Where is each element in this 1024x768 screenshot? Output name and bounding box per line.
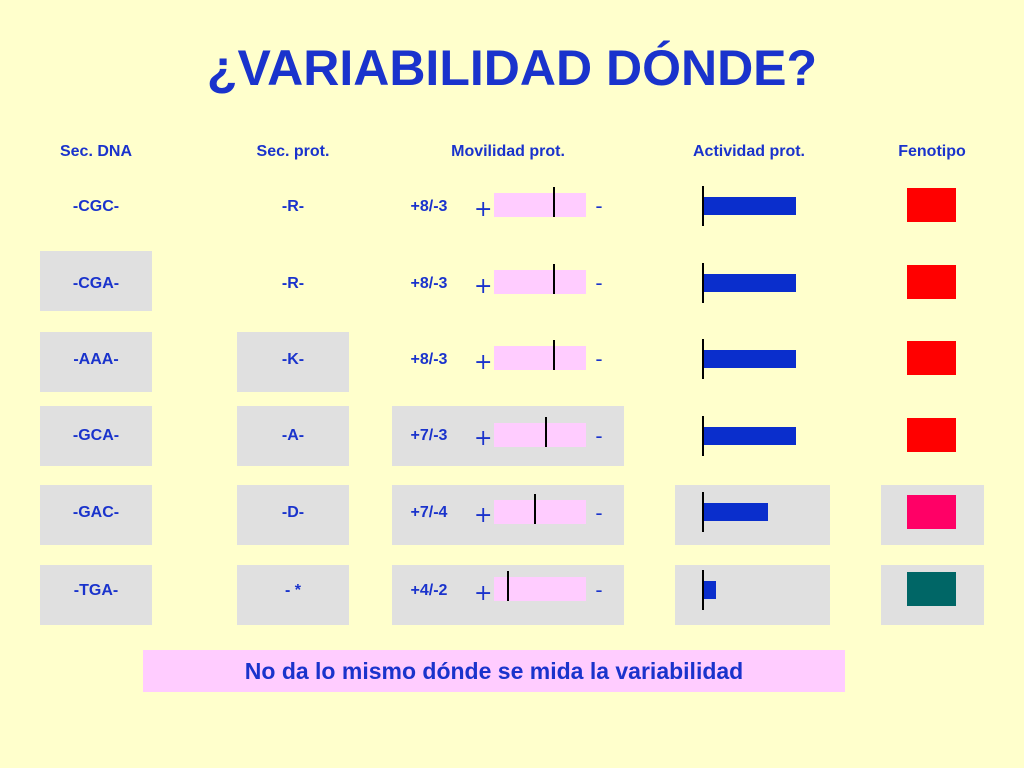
activity-bar [704, 274, 796, 292]
gel-minus-pole: - [595, 194, 603, 218]
highlight-prot-row-5 [237, 485, 349, 545]
activity-bar [704, 197, 796, 215]
mobility-value: +4/-2 [410, 582, 448, 599]
gel-plus-pole: + [474, 197, 493, 222]
activity-axis [702, 570, 704, 610]
gel-plus-pole: + [474, 350, 493, 375]
conclusion-banner: No da lo mismo dónde se mida la variabil… [143, 650, 845, 692]
activity-bar [704, 581, 716, 599]
gel-plus-pole: + [474, 274, 493, 299]
protein-sequence-cell: - * [285, 582, 301, 599]
protein-sequence-cell: -D- [281, 504, 305, 521]
gel-band [553, 187, 555, 217]
activity-bar [704, 503, 768, 521]
gel-lane [494, 571, 586, 601]
highlight-dna-row-4 [40, 406, 152, 466]
activity-axis [702, 416, 704, 456]
activity-bar [704, 427, 796, 445]
gel-minus-pole: - [595, 271, 603, 295]
gel-lane [494, 264, 586, 294]
header-protein-activity: Actividad prot. [692, 143, 805, 160]
gel-band [553, 264, 555, 294]
phenotype-swatch [907, 572, 956, 606]
gel-lane [494, 417, 586, 447]
gel-plus-pole: + [474, 426, 493, 451]
mobility-value: +7/-4 [410, 504, 448, 521]
highlight-prot-row-6 [237, 565, 349, 625]
highlight-prot-row-3 [237, 332, 349, 392]
phenotype-swatch [907, 418, 956, 452]
gel-lane [494, 187, 586, 217]
highlight-activity-row-6 [675, 565, 830, 625]
activity-bar [704, 350, 796, 368]
activity-axis [702, 339, 704, 379]
activity-axis [702, 186, 704, 226]
gel-lane [494, 340, 586, 370]
highlight-dna-row-3 [40, 332, 152, 392]
protein-sequence-cell: -R- [281, 275, 305, 292]
gel-minus-pole: - [595, 347, 603, 371]
phenotype-swatch [907, 341, 956, 375]
dna-sequence-cell: -CGC- [72, 198, 120, 215]
dna-sequence-cell: -AAA- [73, 351, 119, 368]
gel-band [553, 340, 555, 370]
mobility-value: +7/-3 [410, 427, 448, 444]
protein-sequence-cell: -R- [281, 198, 305, 215]
gel-plus-pole: + [474, 581, 493, 606]
gel-band [545, 417, 547, 447]
gel-minus-pole: - [595, 424, 603, 448]
header-protein-sequence: Sec. prot. [256, 143, 330, 160]
mobility-value: +8/-3 [410, 351, 448, 368]
header-dna-sequence: Sec. DNA [59, 143, 133, 160]
gel-lane [494, 494, 586, 524]
dna-sequence-cell: -CGA- [72, 275, 120, 292]
highlight-prot-row-4 [237, 406, 349, 466]
gel-minus-pole: - [595, 578, 603, 602]
activity-axis [702, 263, 704, 303]
gel-band [534, 494, 536, 524]
highlight-dna-row-2 [40, 251, 152, 311]
phenotype-swatch [907, 495, 956, 529]
mobility-value: +8/-3 [410, 198, 448, 215]
gel-plus-pole: + [474, 503, 493, 528]
dna-sequence-cell: -TGA- [73, 582, 119, 599]
dna-sequence-cell: -GAC- [72, 504, 120, 521]
gel-band [507, 571, 509, 601]
highlight-dna-row-6 [40, 565, 152, 625]
mobility-value: +8/-3 [410, 275, 448, 292]
phenotype-swatch [907, 188, 956, 222]
highlight-dna-row-5 [40, 485, 152, 545]
dna-sequence-cell: -GCA- [72, 427, 120, 444]
gel-minus-pole: - [595, 501, 603, 525]
protein-sequence-cell: -A- [281, 427, 305, 444]
header-protein-mobility: Movilidad prot. [451, 143, 565, 160]
protein-sequence-cell: -K- [281, 351, 305, 368]
header-phenotype: Fenotipo [898, 143, 966, 160]
phenotype-swatch [907, 265, 956, 299]
slide-title: ¿VARIABILIDAD DÓNDE? [206, 40, 818, 96]
activity-axis [702, 492, 704, 532]
